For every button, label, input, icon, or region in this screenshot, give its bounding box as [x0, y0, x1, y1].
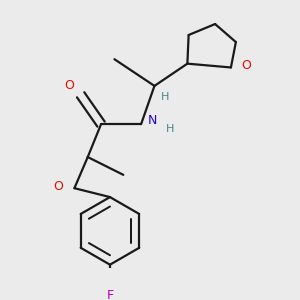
- Text: O: O: [64, 80, 74, 92]
- Text: H: H: [165, 124, 174, 134]
- Text: N: N: [148, 114, 158, 127]
- Text: H: H: [161, 92, 169, 102]
- Text: O: O: [241, 59, 251, 72]
- Text: F: F: [106, 289, 113, 300]
- Text: O: O: [53, 180, 63, 193]
